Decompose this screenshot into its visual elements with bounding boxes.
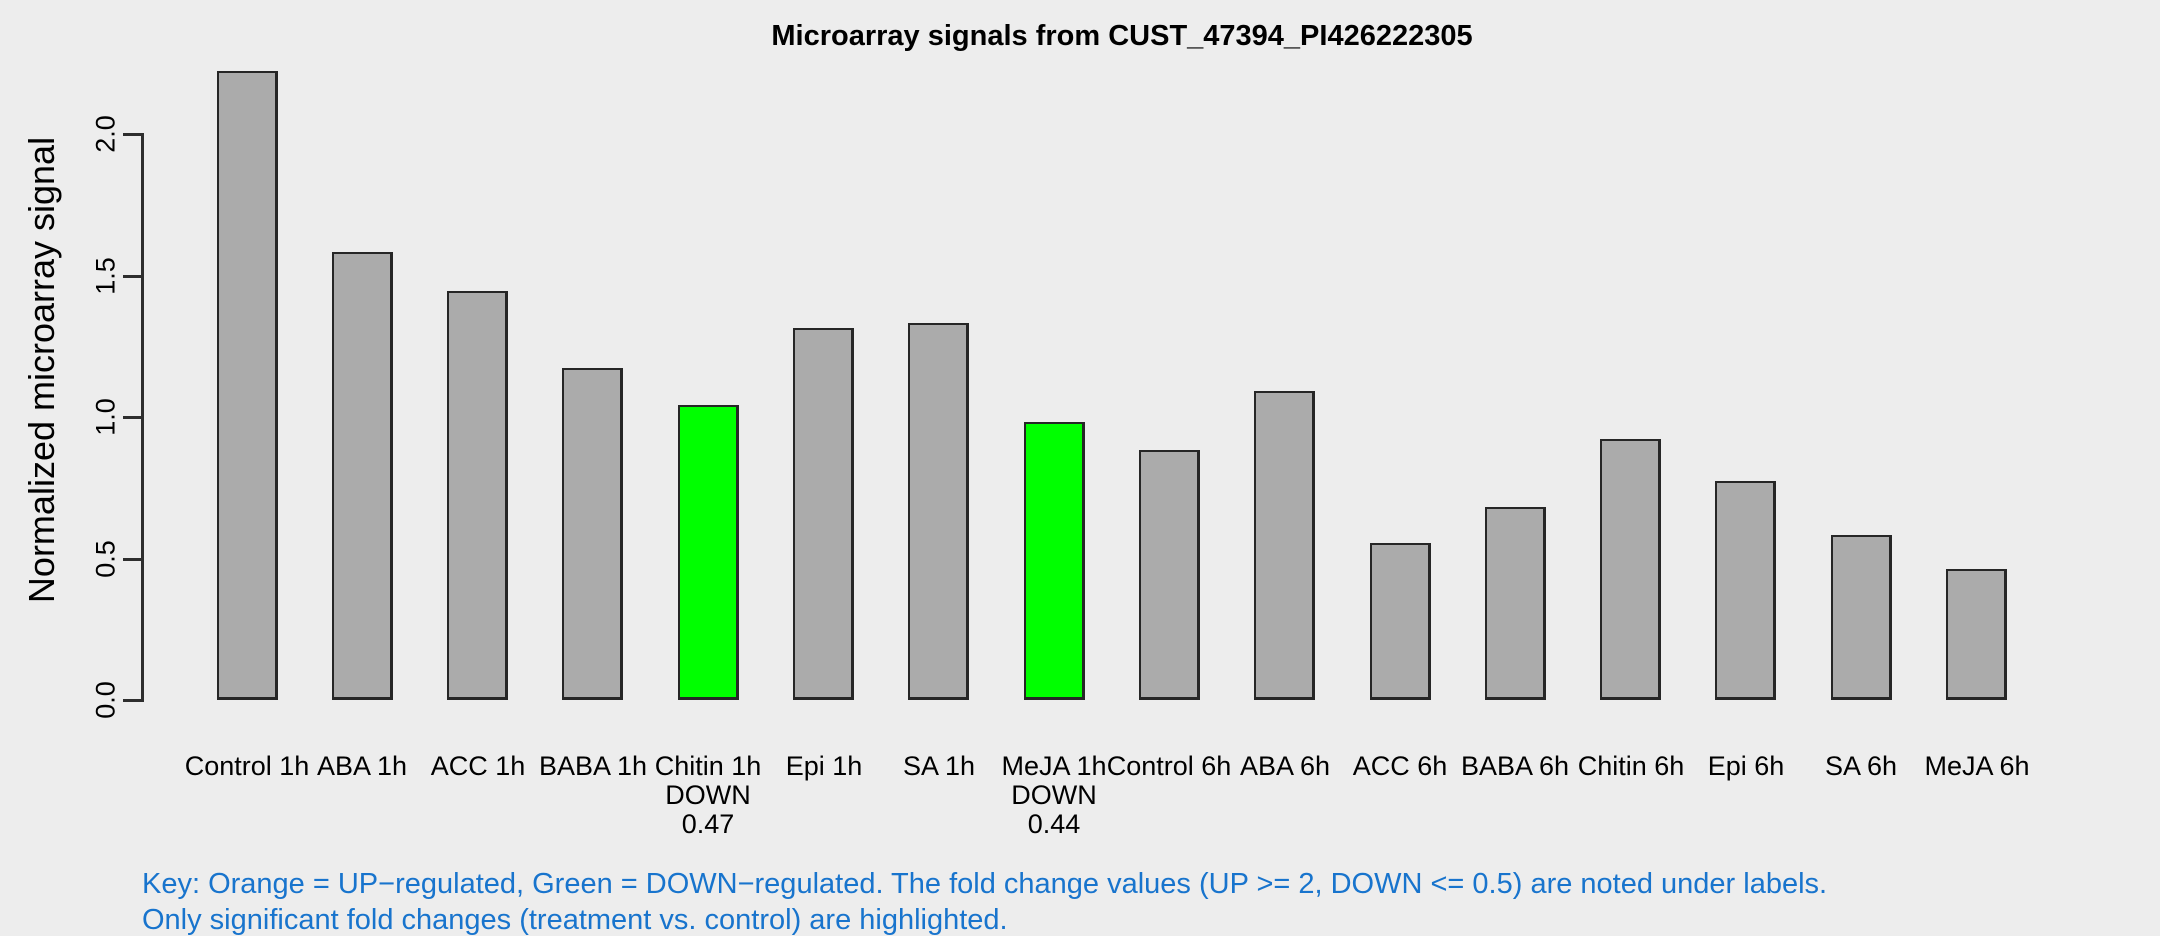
bar-label-text: ABA 6h [1239,751,1331,781]
bar-label-chitin-6h: Chitin 6h [1546,752,1716,781]
y-axis-tick [123,699,141,702]
bar-label-meja-1h: MeJA 1h DOWN 0.44 [969,752,1139,839]
bar-label-sa-1h: SA 1h [854,752,1024,781]
bar-label-acc-1h: ACC 1h [393,752,563,781]
bar-label-text: BABA 1h [538,751,648,781]
bar-regulation-text: DOWN [665,780,751,810]
bar-label-acc-6h: ACC 6h [1315,752,1485,781]
bar-fold-change-text: 0.44 [1027,809,1081,839]
bar-acc-1h [447,291,508,700]
key-note: Key: Orange = UP−regulated, Green = DOWN… [142,866,1827,936]
bar-meja-1h [1024,422,1085,700]
bar-label-text: SA 6h [1824,751,1898,781]
bar-acc-6h [1370,543,1431,700]
bar-sa-6h [1831,535,1892,700]
chart-title: Microarray signals from CUST_47394_PI426… [771,20,1473,52]
bar-label-aba-6h: ABA 6h [1200,752,1370,781]
bar-label-text: Chitin 6h [1577,751,1685,781]
bar-label-text: Control 6h [1106,751,1232,781]
y-axis-tick [123,274,141,278]
bar-control-6h [1139,450,1200,700]
bar-chitin-6h [1600,439,1661,700]
bar-label-text: ACC 6h [1352,751,1448,781]
y-axis-tick [123,416,141,419]
y-axis-label: Normalized microarray signal [21,136,62,604]
y-axis-tick [123,557,141,561]
y-axis-tick-label: 1.5 [90,256,121,295]
bar-label-text: MeJA 6h [1924,751,2030,781]
bar-label-text: ACC 1h [430,751,526,781]
y-axis-tick-label: 0.5 [90,539,121,578]
bar-epi-1h [793,328,854,700]
bar-label-epi-1h: Epi 1h [739,752,909,781]
bar-regulation-text: DOWN [1011,780,1097,810]
bar-label-chitin-1h: Chitin 1h DOWN 0.47 [623,752,793,839]
bar-baba-6h [1485,507,1546,700]
bar-label-epi-6h: Epi 6h [1661,752,1831,781]
bar-label-baba-1h: BABA 1h [508,752,678,781]
bar-label-control-1h: Control 1h [162,752,332,781]
bar-label-text: ABA 1h [316,751,408,781]
bar-label-baba-6h: BABA 6h [1430,752,1600,781]
bar-meja-6h [1946,569,2007,700]
bar-label-meja-6h: MeJA 6h [1892,752,2062,781]
bar-sa-1h [908,323,969,700]
y-axis-tick-label: 2.0 [90,115,121,153]
y-axis-tick-label: 1.0 [90,398,121,436]
bar-label-text: SA 1h [902,751,976,781]
bar-label-text: MeJA 1h [1001,751,1107,781]
key-note-line2: Only significant fold changes (treatment… [142,904,1008,936]
bar-chitin-1h [678,405,739,700]
y-axis-line [141,133,144,702]
bar-label-text: Chitin 1h [654,751,762,781]
key-note-line1: Key: Orange = UP−regulated, Green = DOWN… [142,868,1828,900]
bar-fold-change-text: 0.47 [681,809,735,839]
bar-label-text: BABA 6h [1460,751,1570,781]
bar-label-text: Epi 6h [1707,751,1785,781]
y-axis-tick [123,133,141,136]
bar-epi-6h [1715,481,1776,700]
bar-label-aba-1h: ABA 1h [277,752,447,781]
bar-label-control-6h: Control 6h [1084,752,1254,781]
bar-control-1h [217,71,278,700]
bar-aba-1h [332,252,393,700]
bar-label-text: Control 1h [184,751,310,781]
bar-label-text: Epi 1h [785,751,863,781]
y-axis-tick-label: 0.0 [90,681,121,719]
bar-label-sa-6h: SA 6h [1776,752,1946,781]
bar-aba-6h [1254,391,1315,700]
bar-baba-1h [562,368,623,700]
